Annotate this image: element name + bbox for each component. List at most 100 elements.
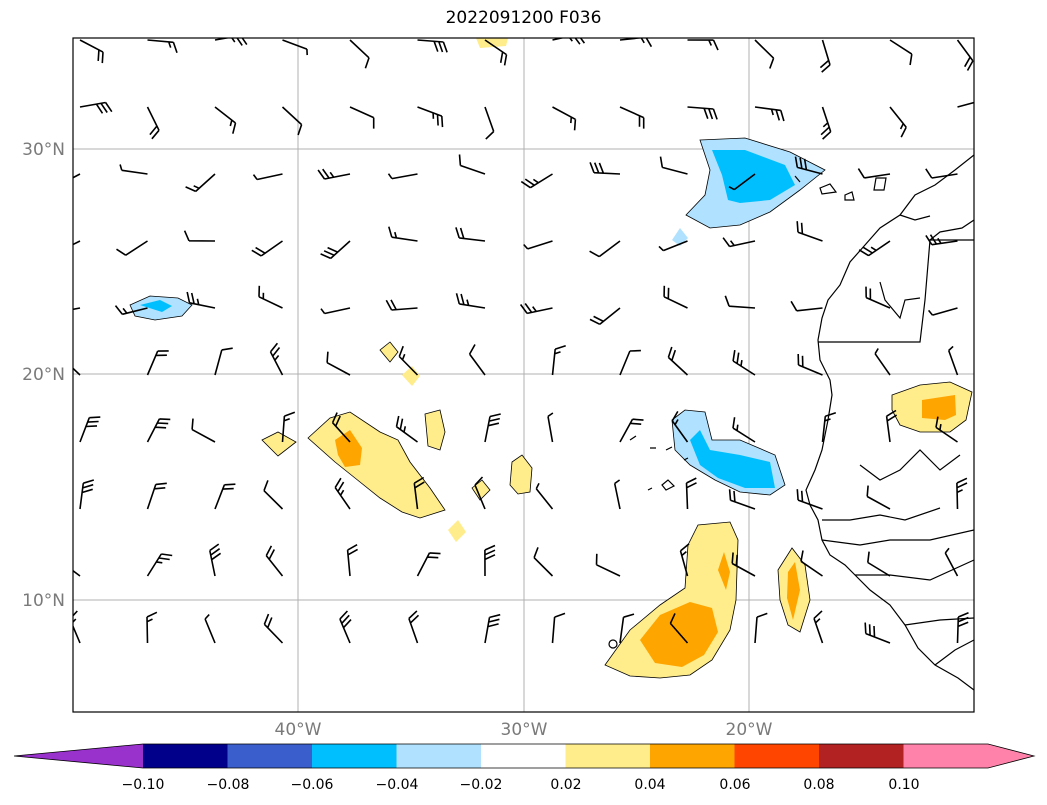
wind-barb [191,418,216,443]
wind-barb [731,552,756,577]
wind-barb [728,489,756,510]
wind-barb [73,610,81,644]
wind-barb [339,610,352,644]
wind-barb [800,550,823,577]
wind-barb [865,286,891,309]
colorbar-box [312,744,397,768]
wind-barb [349,39,370,69]
wind-barb [263,480,284,510]
colorbar-box [734,744,820,768]
wind-barb [754,39,775,69]
colorbar-box [396,744,482,768]
wind-barb [116,240,148,256]
wind-barb [146,553,173,577]
anomaly-region [424,409,446,451]
colorbar-box [819,744,904,768]
wind-barb [320,240,351,260]
wind-barb [73,569,81,577]
wind-barb [619,613,635,644]
anomaly-region [471,479,491,501]
colorbar-tick-label: 0.06 [719,777,750,793]
wind-barb [947,345,959,376]
wind-barb [956,39,974,71]
wind-barb [619,418,644,443]
wind-barb [282,39,308,56]
wind-barb [927,307,958,316]
anomaly-region [712,150,795,203]
wind-barb [925,234,958,246]
wind-barb [857,168,891,179]
colorbar-tick-label: 0.10 [888,777,919,793]
wind-barb [551,612,566,644]
wind-barb [214,483,236,510]
wind-barb [754,106,785,122]
colorbar-tick-label: −0.08 [207,777,250,793]
wind-barb [387,173,418,180]
colorbar-box [565,744,651,768]
wind-barb [214,106,237,134]
wind-barb [819,39,831,73]
colorbar-outline [13,743,1036,769]
wind-barb [484,39,508,66]
colorbar-box [903,744,989,768]
wind-barb [867,551,891,577]
wind-barb [547,412,554,443]
colorbar-box [143,744,228,768]
wind-barb [589,162,621,175]
colorbar-box [481,744,566,768]
wind-barb [146,350,169,376]
wind-barb [687,106,718,120]
wind-barb [417,106,444,128]
wind-barb [388,226,418,242]
wind-barb [73,173,81,179]
anomaly-region [307,411,446,519]
wind-barb [619,106,645,129]
wind-barb [874,348,891,376]
negative-anomaly-regions [129,137,826,496]
wind-barb [589,307,621,326]
anomaly-region [509,454,533,495]
lon-label: 20°W [726,720,773,740]
wind-barb [820,106,832,140]
lat-label: 10°N [22,591,65,611]
anomaly-region [787,562,800,620]
anomaly-region [448,520,466,542]
wind-barb [685,477,697,510]
anomaly-region [261,431,297,457]
wind-barb [797,353,823,376]
wind-barb [484,544,496,577]
wind-barb [281,411,296,443]
wind-barb [385,299,418,311]
wind-barb [416,552,441,577]
wind-barb [73,240,81,246]
wind-barb [551,344,566,376]
wind-barb [331,412,351,443]
wind-barb [474,476,486,510]
wind-barb [613,479,621,510]
wind-barb [732,349,756,376]
wind-barb [754,612,768,644]
lat-label: 30°N [22,140,65,160]
anomaly-region [718,552,730,590]
wind-barb [334,477,351,510]
wind-barb [667,346,689,376]
wind-barb [669,613,689,644]
wind-barb [349,106,375,129]
wind-barb [317,168,351,180]
coastlines [608,154,974,691]
wind-barb [252,173,283,181]
wind-barb [889,106,907,138]
wind-barb [185,173,216,193]
wind-barb [265,545,284,577]
lon-label: 40°W [275,720,322,740]
colorbar-tick-label: −0.10 [122,777,165,793]
wind-barb [408,610,420,644]
gridlines [73,38,974,712]
anomaly-region [690,430,775,488]
wind-barb [214,38,248,46]
lon-label: 30°W [501,720,548,740]
wind-barb [417,39,448,53]
wind-barb [119,164,148,175]
wind-barb [944,547,959,577]
wind-barb [885,409,898,443]
